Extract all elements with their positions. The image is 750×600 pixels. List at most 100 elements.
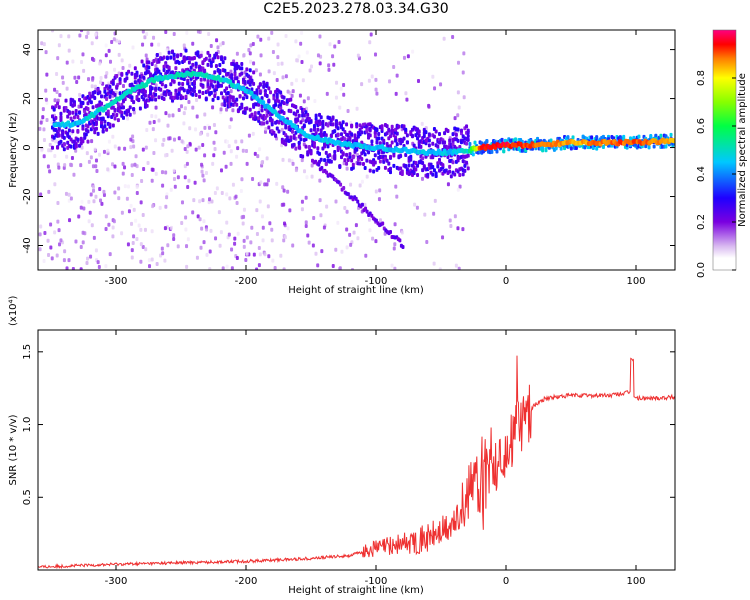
colorbar-label: Normalized spectral amplitude xyxy=(737,73,748,227)
spectrogram-cell xyxy=(86,107,90,112)
spectrogram-cell xyxy=(446,129,450,134)
spectrogram-cell xyxy=(132,234,136,239)
spectrogram-cell xyxy=(250,112,254,117)
colorbar-tick-label: 0.2 xyxy=(696,214,707,230)
spectrogram-cell xyxy=(113,92,117,97)
spectrogram-cell xyxy=(233,241,237,246)
spectrogram-cell xyxy=(454,263,458,268)
spectrogram-cell xyxy=(130,255,134,260)
spectrogram-cell xyxy=(267,254,271,259)
spectrogram-cell xyxy=(146,161,150,166)
spectrogram-cell xyxy=(234,194,238,199)
spectrogram-cell xyxy=(339,132,343,137)
spectrogram-cell xyxy=(59,115,63,120)
spectrogram-cell xyxy=(320,166,324,171)
spectrogram-cell xyxy=(227,144,231,149)
spectrogram-cell xyxy=(57,43,61,48)
spectrogram-cell xyxy=(341,152,345,157)
spectrogram-cell xyxy=(229,161,233,166)
spectrogram-cell xyxy=(187,60,191,65)
spectrogram-cell xyxy=(309,119,313,124)
spectrogram-cell xyxy=(170,49,174,54)
spectrogram-cell xyxy=(125,196,129,201)
spectrogram-cell xyxy=(98,187,102,192)
spectrogram-cell xyxy=(212,153,216,158)
spectrogram-cell xyxy=(260,160,264,165)
spectrogram-cell xyxy=(297,141,301,146)
spectrogram-cell xyxy=(211,105,215,110)
spectrogram-cell xyxy=(183,106,187,111)
spectrogram-cell xyxy=(201,143,205,148)
spectrogram-cell xyxy=(176,175,180,180)
spectrogram-cell xyxy=(282,101,286,106)
spectrogram-cell xyxy=(158,52,162,57)
spectrogram-cell xyxy=(38,126,42,131)
spectrogram-cell xyxy=(461,159,465,164)
spectrogram-cell xyxy=(241,96,245,101)
spectrogram-cell xyxy=(220,57,223,62)
spectrogram-cell xyxy=(462,95,466,100)
spectrogram-cell xyxy=(176,54,180,59)
spectrogram-cell xyxy=(266,204,270,209)
y-tick-label: 40 xyxy=(22,43,33,56)
spectrogram-cell xyxy=(204,56,208,61)
spectrogram-cell xyxy=(79,244,83,249)
x-tick-label: -300 xyxy=(105,576,128,587)
spectrogram-cell xyxy=(390,263,394,268)
spectrogram-cell xyxy=(333,129,337,134)
spectrogram-cell xyxy=(468,141,472,146)
spectrogram-cell xyxy=(340,249,344,254)
spectrogram-cell xyxy=(150,257,154,262)
spectrogram-cell xyxy=(461,227,465,232)
spectrogram-cell xyxy=(400,230,404,235)
spectrogram-cell xyxy=(184,227,188,232)
spectrogram-cell xyxy=(208,85,212,90)
spectrogram-cell xyxy=(100,120,104,125)
spectrogram-cell xyxy=(92,188,96,193)
spectrogram-cell xyxy=(456,187,460,192)
spectrogram-cell xyxy=(111,81,115,86)
spectrogram-cell xyxy=(215,38,219,43)
spectrogram-cell xyxy=(48,169,52,174)
spectrogram-cell xyxy=(267,36,271,41)
spectrogram-cell xyxy=(265,156,269,161)
spectrogram-cell xyxy=(145,32,149,37)
spectrogram-cell xyxy=(394,91,398,96)
y-tick-label: 1.5 xyxy=(22,344,33,360)
spectrogram-cell xyxy=(167,50,171,55)
spectrogram-cell xyxy=(123,184,127,189)
spectrogram-cell xyxy=(81,126,85,131)
snr-series-line xyxy=(38,355,675,570)
spectrogram-cell xyxy=(406,54,410,59)
spectrogram-cell xyxy=(393,222,397,227)
spectrogram-cell xyxy=(203,125,207,130)
spectrogram-cell xyxy=(155,262,159,267)
spectrogram-cell xyxy=(288,208,292,213)
spectrogram-cell xyxy=(85,151,89,156)
spectrogram-cell xyxy=(71,129,75,134)
spectrogram-cell xyxy=(377,131,381,136)
spectrogram-cell xyxy=(59,238,63,243)
spectrogram-cell xyxy=(448,138,452,143)
spectrogram-cell xyxy=(58,93,62,98)
spectrogram-cell xyxy=(118,77,122,82)
spectrogram-cell xyxy=(451,160,455,165)
spectrogram-cell xyxy=(337,39,341,44)
spectrogram-cell xyxy=(197,145,201,150)
spectrogram-cell xyxy=(258,82,262,87)
spectrogram-cell xyxy=(147,258,151,263)
spectrogram-cell xyxy=(300,199,304,204)
spectrogram-cell xyxy=(303,169,307,174)
spectrogram-cell xyxy=(200,169,204,174)
spectrogram-cell xyxy=(282,110,286,115)
spectrogram-cell xyxy=(38,232,42,237)
spectrogram-y-ticks: 40 20 0 -20 -40 xyxy=(22,43,675,254)
spectrogram-cell xyxy=(151,127,155,132)
spectrogram-cell xyxy=(294,112,298,117)
spectrogram-cell xyxy=(374,189,378,194)
spectrogram-cell xyxy=(101,129,105,134)
spectrogram-cell xyxy=(296,117,300,122)
spectrogram-cell xyxy=(157,95,161,100)
spectrogram-cell xyxy=(86,30,90,35)
spectrogram-cell xyxy=(286,226,290,231)
